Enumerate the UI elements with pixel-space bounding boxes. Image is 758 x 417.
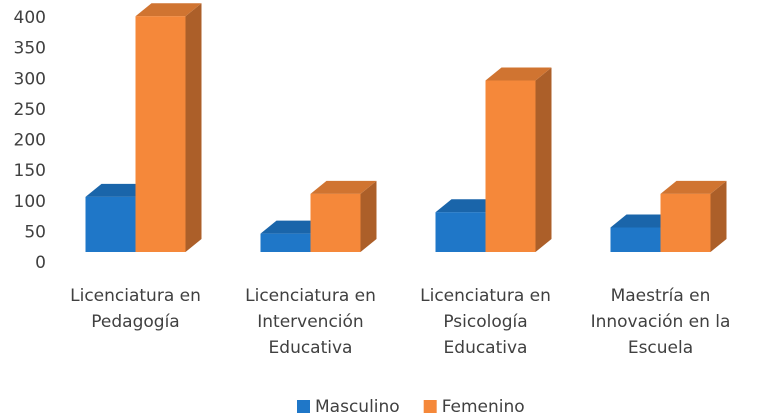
bar-top [660, 180, 727, 194]
bar-front [135, 16, 186, 252]
x-tick-label: Licenciatura en Pedagogía [70, 286, 201, 332]
bar-front [610, 227, 661, 252]
x-tick-label: Maestría en Innovación en la Escuela [590, 286, 731, 358]
y-tick-label: 150 [14, 161, 46, 181]
y-tick-label: 50 [24, 222, 46, 242]
y-tick-label: 350 [14, 39, 46, 59]
bar [485, 67, 552, 252]
bar [135, 3, 202, 252]
y-tick-label: 300 [14, 69, 46, 89]
bar-front [435, 212, 486, 252]
y-tick-label: 0 [35, 253, 46, 273]
bar-side [360, 180, 377, 252]
bar-front [660, 193, 711, 252]
bar-front [310, 193, 361, 252]
bar-top [85, 183, 152, 197]
x-tick-label: Licenciatura en Psicología Educativa [420, 286, 551, 358]
bar-top [310, 180, 377, 194]
bar-side [710, 180, 727, 252]
bar-top [610, 214, 677, 228]
bar-side [185, 3, 202, 252]
y-tick-label: 100 [14, 192, 46, 212]
bar-front [260, 233, 311, 252]
legend-swatch [423, 400, 437, 413]
bar-top [135, 3, 202, 17]
bar-side [535, 67, 552, 252]
bar-top [435, 199, 502, 213]
y-tick-label: 400 [14, 8, 46, 28]
y-tick-label: 200 [14, 131, 46, 151]
bar [310, 180, 377, 252]
x-tick-label: Licenciatura en Intervención Educativa [245, 286, 376, 358]
bar-top [485, 67, 552, 81]
bar-front [485, 80, 536, 252]
bar-front [85, 196, 136, 252]
legend-label: Femenino [442, 397, 525, 417]
legend-label: Masculino [315, 397, 400, 417]
legend-swatch [297, 400, 310, 413]
bar-top [260, 220, 327, 234]
y-tick-label: 250 [14, 100, 46, 120]
bar [660, 180, 727, 252]
